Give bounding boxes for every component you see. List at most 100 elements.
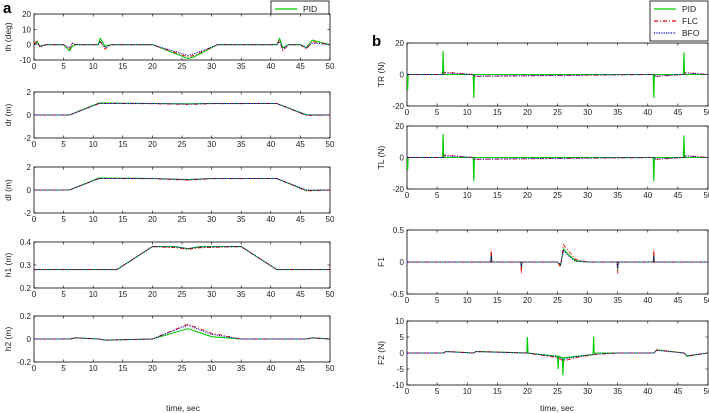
series-group bbox=[34, 37, 330, 60]
x-tick-label: 30 bbox=[207, 62, 216, 71]
x-tick-label: 20 bbox=[148, 215, 157, 224]
x-tick-label: 50 bbox=[326, 364, 335, 373]
x-tick-label: 10 bbox=[463, 108, 472, 117]
x-tick-label: 10 bbox=[463, 296, 472, 305]
x-tick-label: 45 bbox=[296, 62, 305, 71]
axes-frame bbox=[33, 166, 331, 214]
x-tick-label: 30 bbox=[207, 364, 216, 373]
y-tick-label: 0.4 bbox=[20, 238, 32, 247]
x-axis-label-b: time, sec bbox=[540, 403, 575, 413]
legend-b-box bbox=[649, 0, 709, 42]
x-tick-label: 25 bbox=[553, 108, 562, 117]
x-tick-label: 10 bbox=[89, 290, 98, 299]
series-group bbox=[34, 246, 330, 271]
y-tick-label: 0.5 bbox=[393, 226, 405, 235]
x-tick-label: 0 bbox=[32, 290, 37, 299]
y-tick-label: -5 bbox=[397, 365, 405, 374]
series-group bbox=[407, 243, 708, 274]
x-tick-label: 15 bbox=[493, 387, 502, 396]
y-tick-label: 0 bbox=[400, 349, 405, 358]
series-line-bfo bbox=[407, 249, 708, 269]
legend-label-flc: FLC bbox=[682, 16, 698, 26]
x-tick-label: 30 bbox=[583, 296, 592, 305]
y-tick-label: 0 bbox=[27, 41, 32, 50]
x-tick-label: 0 bbox=[405, 108, 410, 117]
series-group bbox=[407, 133, 708, 182]
x-tick-label: 30 bbox=[207, 215, 216, 224]
axes-frame bbox=[406, 320, 709, 386]
x-tick-label: 10 bbox=[463, 191, 472, 200]
y-axis-label: h2 (m) bbox=[3, 327, 13, 352]
x-tick-label: 20 bbox=[148, 62, 157, 71]
panel-a-label: a bbox=[3, 0, 12, 17]
x-tick-label: 40 bbox=[643, 191, 652, 200]
legend-label-pid: PID bbox=[303, 4, 317, 14]
x-tick-label: 15 bbox=[493, 296, 502, 305]
x-tick-label: 0 bbox=[405, 296, 410, 305]
series-group bbox=[34, 102, 330, 116]
series-line-bfo bbox=[407, 155, 708, 160]
x-tick-label: 5 bbox=[435, 191, 440, 200]
series-line-bfo bbox=[407, 72, 708, 77]
x-tick-label: 5 bbox=[435, 387, 440, 396]
x-tick-label: 35 bbox=[237, 140, 246, 149]
x-tick-label: 20 bbox=[523, 296, 532, 305]
x-tick-label: 45 bbox=[673, 296, 682, 305]
x-tick-label: 45 bbox=[673, 387, 682, 396]
x-tick-label: 20 bbox=[523, 387, 532, 396]
x-tick-label: 30 bbox=[207, 140, 216, 149]
x-tick-label: 45 bbox=[296, 290, 305, 299]
y-tick-label: 20 bbox=[22, 10, 31, 19]
y-tick-label: 2 bbox=[27, 88, 32, 97]
series-line-bfo bbox=[34, 40, 330, 56]
y-tick-label: -2 bbox=[24, 209, 32, 218]
y-tick-label: -20 bbox=[392, 102, 404, 111]
legend-label-bfo: BFO bbox=[682, 28, 700, 38]
x-tick-label: 25 bbox=[178, 290, 187, 299]
y-tick-label: -10 bbox=[392, 381, 404, 390]
y-tick-label: 0.2 bbox=[20, 284, 32, 293]
x-tick-label: 35 bbox=[237, 364, 246, 373]
subplot-h1: 0 5 10 15 20 25 30 35 40 45 50 0.2 0.3 0.4 h1 (m) bbox=[3, 238, 335, 299]
y-tick-label: 10 bbox=[22, 25, 31, 34]
x-tick-label: 25 bbox=[553, 191, 562, 200]
x-tick-label: 30 bbox=[583, 191, 592, 200]
legend-label-pid: PID bbox=[682, 4, 696, 14]
x-tick-label: 35 bbox=[237, 290, 246, 299]
axes-frame bbox=[33, 91, 331, 139]
y-tick-label: -10 bbox=[19, 56, 31, 65]
x-tick-label: 40 bbox=[266, 215, 275, 224]
y-tick-label: 20 bbox=[395, 39, 404, 48]
y-tick-label: 20 bbox=[395, 122, 404, 131]
y-axis-label: F1 bbox=[376, 257, 386, 267]
x-tick-label: 35 bbox=[613, 108, 622, 117]
x-tick-label: 0 bbox=[32, 140, 37, 149]
x-tick-label: 25 bbox=[178, 140, 187, 149]
x-tick-label: 50 bbox=[326, 62, 335, 71]
x-tick-label: 50 bbox=[704, 108, 709, 117]
x-tick-label: 35 bbox=[237, 215, 246, 224]
x-tick-label: 35 bbox=[613, 296, 622, 305]
x-tick-label: 20 bbox=[148, 290, 157, 299]
x-tick-label: 40 bbox=[643, 387, 652, 396]
x-tick-label: 15 bbox=[118, 364, 127, 373]
series-group bbox=[34, 323, 330, 341]
x-tick-label: 30 bbox=[207, 290, 216, 299]
x-tick-label: 20 bbox=[148, 140, 157, 149]
axes-frame bbox=[33, 13, 331, 61]
series-group bbox=[407, 336, 708, 376]
x-tick-label: 50 bbox=[704, 296, 709, 305]
series-line-bfo bbox=[34, 324, 330, 341]
x-tick-label: 5 bbox=[61, 62, 66, 71]
x-tick-label: 35 bbox=[237, 62, 246, 71]
x-tick-label: 25 bbox=[178, 62, 187, 71]
x-axis-label-a: time, sec bbox=[166, 403, 201, 413]
y-axis-label: TR (N) bbox=[376, 62, 386, 88]
x-tick-label: 10 bbox=[89, 140, 98, 149]
series-line-bfo bbox=[34, 103, 330, 116]
y-tick-label: 0 bbox=[27, 335, 32, 344]
legend-b: PID FLC BFO bbox=[649, 0, 709, 42]
